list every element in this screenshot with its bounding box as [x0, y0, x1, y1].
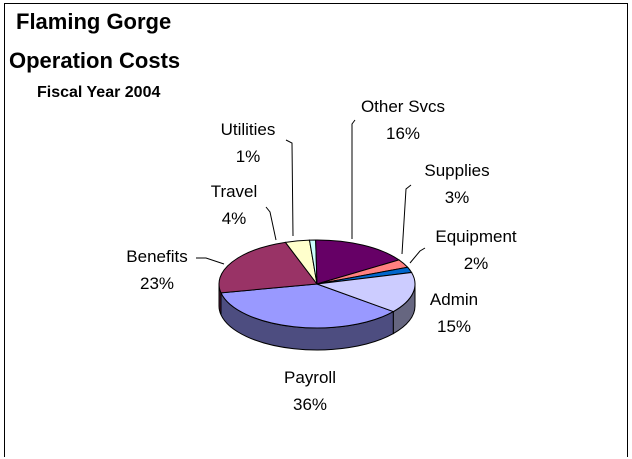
percent-benefits: 23%: [140, 274, 174, 293]
chart-title-line-2: Operation Costs: [9, 48, 181, 73]
leader-benefits: [196, 257, 225, 265]
label-supplies: Supplies: [424, 161, 489, 180]
leader-supplies: [401, 184, 412, 255]
label-utilities: Utilities: [221, 120, 276, 139]
percent-equipment: 2%: [464, 254, 489, 273]
percent-supplies: 3%: [445, 188, 470, 207]
percent-admin: 15%: [437, 317, 471, 336]
label-travel: Travel: [211, 182, 258, 201]
slice-other-svcs: [315, 239, 401, 285]
chart-subtitle: Fiscal Year 2004: [37, 84, 161, 101]
percent-utilities: 1%: [236, 147, 261, 166]
slice-admin: [316, 271, 416, 313]
leader-equipment: [409, 247, 426, 264]
leader-travel: [265, 206, 277, 241]
pie-labels: Payroll 36% Benefits 23% Travel 4% Utilities 1%…: [126, 97, 517, 414]
label-payroll: Payroll: [284, 368, 336, 387]
label-admin: Admin: [430, 290, 478, 309]
pie-top: [218, 239, 416, 329]
chart-title-line-1: Flaming Gorge: [16, 9, 172, 34]
label-benefits: Benefits: [126, 247, 187, 266]
label-equipment: Equipment: [435, 227, 517, 246]
label-other-svcs: Other Svcs: [361, 97, 445, 116]
percent-travel: 4%: [222, 209, 247, 228]
percent-payroll: 36%: [293, 395, 327, 414]
slice-payroll: [220, 283, 395, 329]
slice-benefits: [218, 241, 318, 294]
percent-other-svcs: 16%: [386, 124, 420, 143]
chart-frame: [4, 3, 628, 457]
leader-utilities: [285, 139, 294, 237]
leader-other-svcs: [351, 119, 356, 239]
